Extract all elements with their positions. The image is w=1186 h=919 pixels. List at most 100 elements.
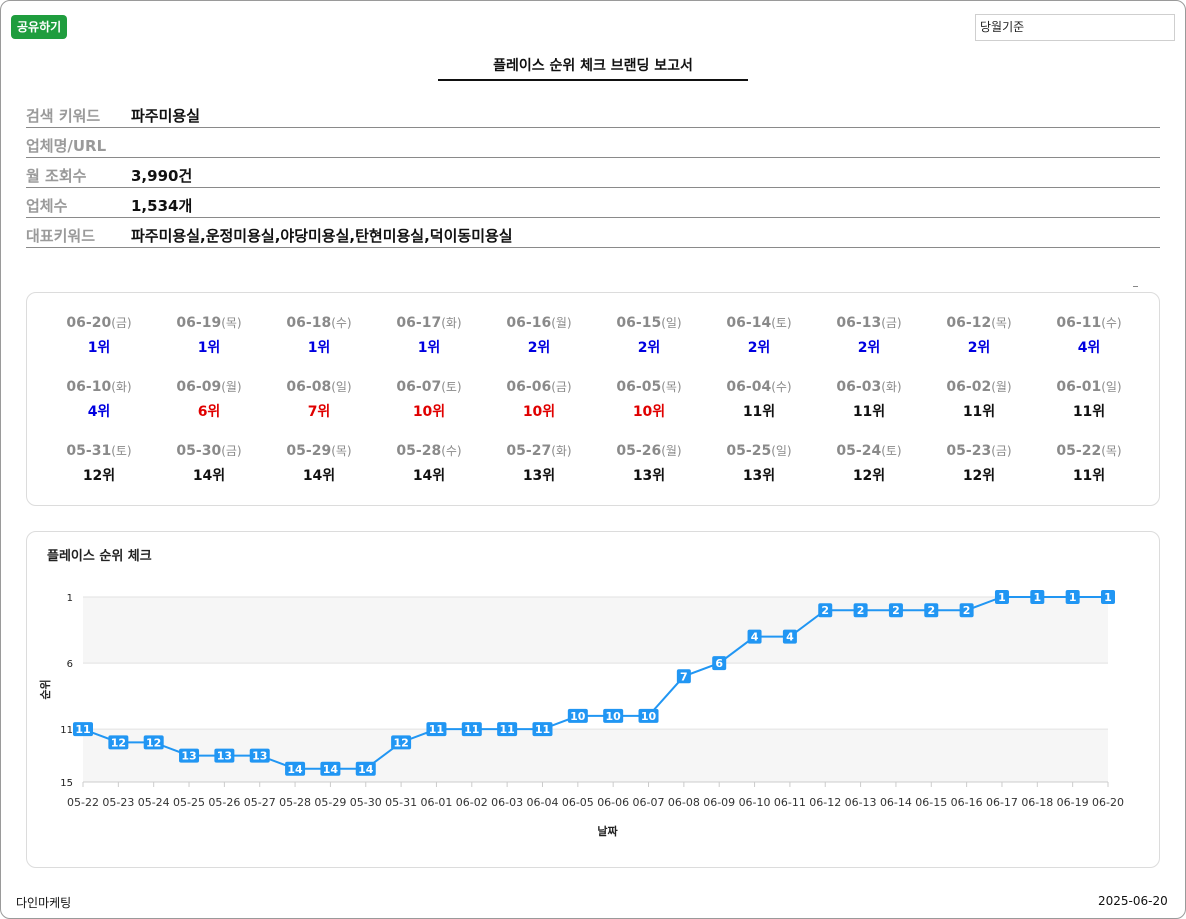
rank-date-text: 05-30 xyxy=(176,443,222,459)
rank-day-cell: 05-30(금) 14위 xyxy=(154,442,264,506)
rank-day-cell: 06-08(일) 7위 xyxy=(264,378,374,442)
data-point xyxy=(108,735,129,750)
rank-day-cell: 05-28(수) 14위 xyxy=(374,442,484,506)
data-label: 13 xyxy=(181,750,196,763)
x-tick-label: 06-20 xyxy=(1092,796,1124,809)
x-tick-label: 06-10 xyxy=(739,796,771,809)
rank-day-cell: 05-23(금) 12위 xyxy=(924,442,1034,506)
rank-day-of-week: (월) xyxy=(991,380,1012,394)
rank-date-text: 06-14 xyxy=(726,315,772,331)
y-axis-title: 순위 xyxy=(39,679,52,699)
rank-value: 6위 xyxy=(197,404,221,420)
data-label: 10 xyxy=(641,710,657,723)
rank-date-text: 06-05 xyxy=(616,379,662,395)
data-point xyxy=(747,629,762,644)
data-point xyxy=(143,735,164,750)
data-point xyxy=(497,722,518,737)
rank-day-cell: 06-09(월) 6위 xyxy=(154,378,264,442)
rank-value: 2위 xyxy=(637,340,661,356)
data-point xyxy=(1030,590,1045,604)
rank-value: 12위 xyxy=(962,468,996,484)
info-row-main-keywords: 대표키워드 파주미용실,운정미용실,야당미용실,탄현미용실,덕이동미용실 xyxy=(26,218,1160,248)
footer-date: 2025-06-20 xyxy=(1098,894,1168,908)
data-point xyxy=(179,748,200,763)
rank-date-text: 06-18 xyxy=(286,315,332,331)
rank-value: 12위 xyxy=(852,468,886,484)
rank-date-text: 05-25 xyxy=(726,443,772,459)
rank-date: 06-07(토) xyxy=(374,378,484,395)
period-select[interactable]: 당월기준 xyxy=(975,14,1175,41)
info-label: 대표키워드 xyxy=(26,227,96,245)
rank-value: 4위 xyxy=(1077,340,1101,356)
rank-value: 11위 xyxy=(1072,468,1106,484)
data-label: 2 xyxy=(963,604,971,617)
data-label: 1 xyxy=(998,591,1006,604)
data-label: 14 xyxy=(358,763,374,776)
data-point xyxy=(532,722,553,737)
rank-date-text: 06-09 xyxy=(176,379,222,395)
info-label: 월 조회수 xyxy=(26,167,87,185)
y-tick-label: 11 xyxy=(60,725,73,736)
data-point xyxy=(461,722,482,737)
share-button[interactable]: 공유하기 xyxy=(11,15,68,39)
data-point xyxy=(676,669,691,684)
rank-day-cell: 06-16(월) 2위 xyxy=(484,314,594,378)
rank-date: 06-11(수) xyxy=(1034,314,1144,331)
data-label: 10 xyxy=(606,710,622,723)
data-point xyxy=(853,603,868,618)
rank-date: 05-27(화) xyxy=(484,442,594,459)
report-title: 플레이스 순위 체크 브랜딩 보고서 xyxy=(438,55,748,81)
rank-day-cell: 06-02(월) 11위 xyxy=(924,378,1034,442)
rank-date: 06-03(화) xyxy=(814,378,924,395)
data-label: 2 xyxy=(821,604,829,617)
rank-day-cell: 05-29(목) 14위 xyxy=(264,442,374,506)
rank-value: 14위 xyxy=(192,468,226,484)
rank-date-text: 06-13 xyxy=(836,315,882,331)
rank-date-text: 06-16 xyxy=(506,315,552,331)
rank-date: 06-08(일) xyxy=(264,378,374,395)
data-point xyxy=(1065,590,1080,604)
y-tick-label: 15 xyxy=(60,778,73,789)
rank-value: 1위 xyxy=(417,340,441,356)
rank-day-of-week: (화) xyxy=(551,444,572,458)
x-tick-label: 05-31 xyxy=(385,796,417,809)
rank-date-text: 05-26 xyxy=(616,443,662,459)
y-tick-label: 6 xyxy=(67,659,73,670)
rank-day-of-week: (목) xyxy=(661,380,682,394)
rank-chart-card: 플레이스 순위 체크 1 6 11 15 05-22 05-23 05-24 05-25 05-… xyxy=(26,531,1160,868)
info-value: 1,534개 xyxy=(131,197,193,215)
rank-date-text: 05-22 xyxy=(1056,443,1102,459)
rank-value: 1위 xyxy=(307,340,331,356)
footer-company: 다인마케팅 xyxy=(16,896,72,910)
rank-day-cell: 06-10(화) 4위 xyxy=(44,378,154,442)
rank-day-of-week: (수) xyxy=(441,444,462,458)
info-row-business-count: 업체수 1,534개 xyxy=(26,188,1160,218)
rank-day-cell: 05-22(목) 11위 xyxy=(1034,442,1144,506)
rank-date-text: 06-11 xyxy=(1056,315,1102,331)
rank-day-of-week: (목) xyxy=(991,316,1012,330)
rank-value: 11위 xyxy=(1072,404,1106,420)
rank-day-of-week: (일) xyxy=(771,444,792,458)
rank-day-of-week: (토) xyxy=(441,380,462,394)
rank-day-cell: 05-31(토) 12위 xyxy=(44,442,154,506)
rank-date: 05-26(월) xyxy=(594,442,704,459)
rank-date-text: 05-23 xyxy=(946,443,992,459)
rank-day-of-week: (화) xyxy=(111,380,132,394)
data-label: 11 xyxy=(535,723,550,736)
x-tick-label: 05-27 xyxy=(244,796,276,809)
data-point xyxy=(638,708,659,723)
data-label: 14 xyxy=(323,763,339,776)
x-tick-label: 06-09 xyxy=(703,796,735,809)
data-point xyxy=(712,656,727,671)
x-tick-label: 05-22 xyxy=(67,796,99,809)
rank-day-cell: 05-25(일) 13위 xyxy=(704,442,814,506)
rank-date: 06-02(월) xyxy=(924,378,1034,395)
rank-day-cell: 06-11(수) 4위 xyxy=(1034,314,1144,378)
rank-date: 05-31(토) xyxy=(44,442,154,459)
rank-day-of-week: (토) xyxy=(111,444,132,458)
x-tick-label: 06-04 xyxy=(526,796,558,809)
rank-date-text: 06-19 xyxy=(176,315,222,331)
rank-day-cell: 06-13(금) 2위 xyxy=(814,314,924,378)
rank-day-of-week: (토) xyxy=(881,444,902,458)
rank-day-cell: 06-14(토) 2위 xyxy=(704,314,814,378)
